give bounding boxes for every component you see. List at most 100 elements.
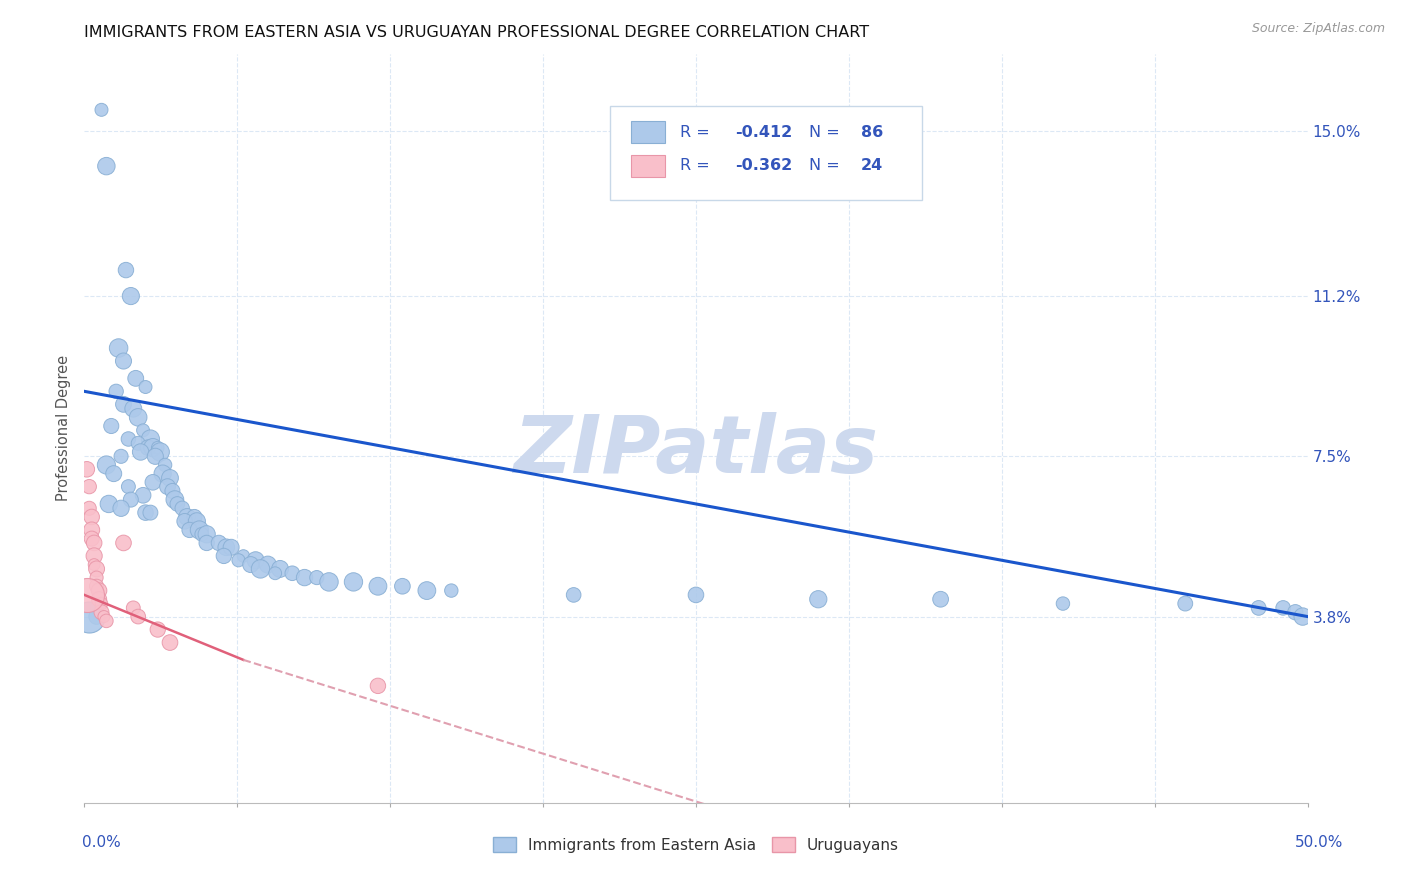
Point	[100, 419, 122, 434]
Point	[264, 566, 287, 581]
Point	[208, 536, 231, 550]
Text: R =: R =	[681, 125, 714, 140]
Point	[87, 592, 110, 607]
Point	[228, 553, 250, 567]
Point	[212, 549, 235, 563]
Point	[1284, 605, 1306, 619]
Point	[115, 263, 138, 277]
Point	[90, 605, 112, 619]
Point	[90, 597, 112, 611]
Point	[80, 532, 103, 546]
Point	[186, 514, 208, 528]
Point	[86, 579, 108, 593]
Point	[97, 497, 120, 511]
Text: 24: 24	[860, 159, 883, 173]
Point	[129, 445, 152, 459]
Point	[1292, 609, 1315, 624]
Point	[173, 514, 195, 528]
Text: -0.412: -0.412	[735, 125, 793, 140]
Point	[249, 562, 271, 576]
Point	[112, 354, 135, 368]
Point	[127, 436, 149, 450]
Point	[122, 401, 145, 416]
Point	[807, 592, 830, 607]
Text: IMMIGRANTS FROM EASTERN ASIA VS URUGUAYAN PROFESSIONAL DEGREE CORRELATION CHART: IMMIGRANTS FROM EASTERN ASIA VS URUGUAYA…	[84, 25, 869, 40]
FancyBboxPatch shape	[610, 106, 922, 200]
Point	[83, 558, 105, 572]
Point	[269, 562, 291, 576]
Point	[562, 588, 585, 602]
Point	[188, 523, 211, 537]
Text: ZIPatlas: ZIPatlas	[513, 411, 879, 490]
Point	[110, 501, 132, 516]
Point	[929, 592, 952, 607]
Point	[1052, 597, 1074, 611]
Point	[195, 536, 218, 550]
Text: -0.362: -0.362	[735, 159, 793, 173]
Point	[367, 579, 389, 593]
Point	[83, 536, 105, 550]
Point	[105, 384, 128, 399]
Point	[76, 462, 98, 476]
Point	[142, 475, 165, 490]
Point	[281, 566, 304, 581]
FancyBboxPatch shape	[631, 121, 665, 144]
Point	[117, 480, 139, 494]
Point	[1272, 601, 1295, 615]
Point	[152, 467, 174, 481]
Point	[77, 501, 100, 516]
Point	[80, 510, 103, 524]
Point	[342, 574, 364, 589]
Point	[80, 523, 103, 537]
Point	[232, 549, 254, 563]
Point	[77, 609, 100, 624]
Point	[1174, 597, 1197, 611]
Point	[112, 536, 135, 550]
Point	[149, 445, 172, 459]
Point	[142, 441, 165, 455]
Point	[219, 541, 242, 555]
Point	[136, 441, 159, 455]
Point	[215, 541, 238, 555]
Point	[159, 635, 181, 649]
Point	[132, 488, 155, 502]
Point	[191, 527, 214, 541]
Point	[132, 423, 155, 437]
Point	[135, 380, 157, 394]
Text: Source: ZipAtlas.com: Source: ZipAtlas.com	[1251, 22, 1385, 36]
Point	[96, 159, 118, 173]
Point	[127, 410, 149, 425]
Point	[110, 450, 132, 464]
Point	[176, 510, 198, 524]
Point	[135, 506, 157, 520]
Point	[195, 527, 218, 541]
Point	[96, 458, 118, 472]
Point	[107, 341, 129, 355]
Point	[294, 571, 316, 585]
Point	[440, 583, 463, 598]
Point	[125, 371, 148, 385]
Point	[245, 553, 267, 567]
Point	[416, 583, 439, 598]
Point	[146, 623, 169, 637]
Point	[162, 483, 184, 498]
Point	[156, 480, 179, 494]
Point	[318, 574, 340, 589]
Point	[166, 497, 188, 511]
Point	[86, 571, 108, 585]
Point	[93, 609, 115, 624]
Text: R =: R =	[681, 159, 714, 173]
Point	[117, 432, 139, 446]
Point	[239, 558, 262, 572]
Point	[139, 432, 162, 446]
Point	[120, 492, 142, 507]
Point	[143, 450, 166, 464]
Point	[87, 583, 110, 598]
Text: N =: N =	[808, 125, 845, 140]
FancyBboxPatch shape	[631, 154, 665, 178]
Point	[305, 571, 328, 585]
Point	[367, 679, 389, 693]
Point	[112, 397, 135, 411]
Point	[172, 501, 194, 516]
Point	[391, 579, 413, 593]
